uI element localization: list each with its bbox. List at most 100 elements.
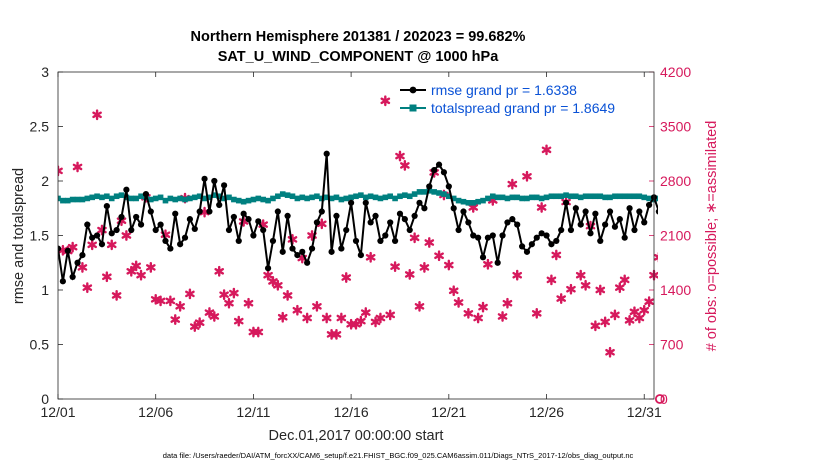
obs-count-marker bbox=[229, 287, 239, 299]
totalspread-marker bbox=[524, 195, 530, 202]
totalspread-marker bbox=[372, 194, 379, 201]
rmse-marker bbox=[343, 226, 350, 234]
obs-count-marker bbox=[175, 300, 185, 312]
totalspread-marker bbox=[607, 194, 613, 201]
totalspread-marker bbox=[646, 195, 652, 202]
right-tick-label: 700 bbox=[660, 337, 684, 353]
rmse-marker bbox=[308, 245, 316, 252]
totalspread-marker bbox=[455, 197, 462, 204]
rmse-marker bbox=[191, 225, 198, 233]
obs-count-marker bbox=[639, 304, 650, 316]
rmse-marker bbox=[333, 212, 340, 219]
obs-count-marker bbox=[375, 312, 386, 324]
rmse-marker bbox=[304, 259, 311, 266]
obs-count-marker bbox=[629, 306, 640, 318]
data-marks bbox=[58, 94, 828, 404]
totalspread-marker bbox=[64, 197, 71, 204]
obs-count-marker bbox=[321, 312, 332, 324]
rmse-marker bbox=[724, 219, 730, 225]
totalspread-marker bbox=[402, 192, 408, 198]
right-tick-label: 1400 bbox=[660, 282, 691, 298]
totalspread-marker bbox=[221, 195, 227, 202]
obs-count-marker bbox=[356, 315, 366, 327]
totalspread-marker bbox=[509, 194, 516, 201]
rmse-marker bbox=[411, 212, 418, 219]
right-tick-label: 3500 bbox=[660, 119, 691, 135]
totalspread-marker bbox=[343, 195, 350, 202]
obs-count-marker bbox=[106, 239, 117, 251]
totalspread-marker bbox=[172, 196, 179, 203]
rmse-marker bbox=[431, 167, 438, 174]
rmse-marker bbox=[352, 237, 360, 245]
totalspread-marker bbox=[489, 193, 496, 200]
rmse-marker bbox=[201, 175, 208, 182]
totalspread-marker bbox=[519, 195, 525, 202]
obs-count-marker bbox=[390, 261, 400, 273]
rmse-marker bbox=[518, 243, 526, 250]
obs-count-marker bbox=[473, 312, 483, 324]
obs-count-marker bbox=[341, 272, 352, 283]
totalspread-marker bbox=[250, 196, 257, 203]
rmse-marker bbox=[206, 208, 213, 215]
totalspread-marker bbox=[113, 193, 120, 200]
obs-count-marker bbox=[566, 283, 576, 295]
totalspread-marker bbox=[822, 193, 828, 199]
rmse-marker bbox=[284, 212, 291, 219]
rmse-marker bbox=[391, 237, 399, 245]
rmse-marker bbox=[313, 219, 321, 226]
rmse-marker bbox=[499, 232, 506, 239]
totalspread-marker bbox=[798, 193, 804, 199]
totalspread-marker bbox=[157, 194, 164, 201]
totalspread-marker bbox=[582, 193, 589, 200]
rmse-marker bbox=[59, 278, 66, 285]
totalspread-marker bbox=[568, 193, 574, 200]
totalspread-marker bbox=[138, 193, 144, 200]
rmse-marker bbox=[396, 210, 404, 217]
left-tick-label: 0 bbox=[41, 391, 49, 407]
rmse-marker bbox=[216, 201, 223, 209]
rmse-marker bbox=[387, 219, 394, 226]
chart-title-line2: SAT_U_WIND_COMPONENT @ 1000 hPa bbox=[218, 49, 500, 65]
totalspread-marker bbox=[333, 194, 340, 201]
obs-count-marker bbox=[409, 232, 420, 244]
totalspread-marker bbox=[656, 195, 658, 202]
rmse-marker bbox=[514, 221, 521, 228]
totalspread-marker bbox=[397, 193, 403, 200]
obs-count-marker bbox=[336, 312, 347, 324]
totalspread-marker bbox=[211, 192, 218, 198]
obs-count-marker bbox=[614, 282, 625, 294]
rmse-marker bbox=[675, 191, 681, 197]
totalspread-marker bbox=[377, 195, 384, 202]
rmse-marker bbox=[528, 241, 535, 248]
totalspread-marker bbox=[196, 193, 203, 200]
obs-count-marker bbox=[214, 265, 225, 277]
obs-count-marker bbox=[395, 150, 405, 162]
totalspread-marker bbox=[724, 196, 730, 202]
totalspread-marker bbox=[260, 196, 266, 203]
totalspread-marker bbox=[167, 195, 174, 202]
rmse-marker bbox=[435, 161, 443, 168]
rmse-marker bbox=[338, 245, 345, 252]
totalspread-marker bbox=[245, 197, 252, 204]
totalspread-marker bbox=[74, 196, 81, 203]
rmse-marker bbox=[299, 248, 306, 255]
totalspread-marker bbox=[504, 195, 511, 202]
totalspread-marker bbox=[201, 195, 208, 202]
totalspread-marker bbox=[626, 193, 633, 200]
rmse-marker bbox=[113, 226, 120, 234]
rmse-marker bbox=[695, 238, 701, 244]
x-tick-label: 12/16 bbox=[334, 404, 369, 420]
legend-box bbox=[395, 79, 652, 122]
totalspread-marker bbox=[270, 195, 276, 202]
obs-count-marker bbox=[92, 109, 102, 121]
totalspread-marker bbox=[94, 193, 100, 200]
totalspread-marker bbox=[783, 191, 789, 197]
rmse-marker bbox=[734, 208, 740, 214]
rmse-marker bbox=[489, 232, 496, 239]
totalspread-marker bbox=[314, 193, 320, 200]
obs-count-marker bbox=[243, 297, 254, 309]
rmse-marker bbox=[230, 213, 237, 221]
rmse-marker bbox=[186, 216, 194, 223]
rmse-marker bbox=[416, 199, 423, 206]
totalspread-marker bbox=[275, 193, 281, 200]
